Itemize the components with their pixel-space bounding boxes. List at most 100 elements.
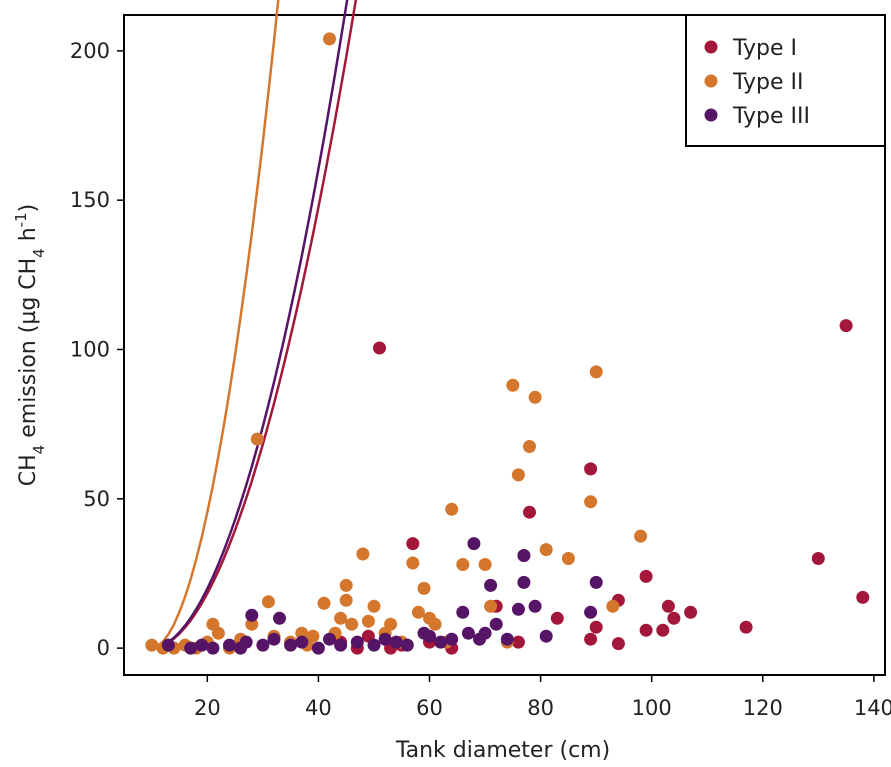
point-type-ii [561,552,575,565]
point-type-iii [445,632,459,646]
point-type-ii [356,547,370,561]
point-type-ii [511,468,525,482]
point-type-ii [334,611,348,625]
point-type-i [667,611,681,625]
point-type-ii [478,558,492,571]
point-type-iii [467,537,481,551]
point-type-ii [339,578,353,592]
y-tick-label: 100 [70,337,110,361]
x-tick-label: 100 [632,696,672,720]
point-type-i [589,620,603,634]
point-type-ii [339,593,353,607]
y-tick-label: 0 [97,636,110,660]
point-type-iii [528,599,542,613]
point-type-ii [417,581,431,595]
point-type-ii [606,599,620,613]
point-type-iii [378,632,392,646]
point-type-i [373,341,386,355]
y-axis: 0 50 100 150 200 [70,39,124,660]
x-axis-title: Tank diameter (cm) [395,738,610,763]
legend: Type I Type II Type III [685,14,886,147]
point-type-i [684,605,698,619]
trend-lines [151,0,358,650]
point-type-ii [306,629,320,643]
point-type-iii [206,641,220,655]
point-type-ii [295,626,309,640]
point-type-iii [511,602,525,616]
point-type-iii [223,638,236,652]
point-type-ii [250,432,264,446]
point-type-iii [539,629,553,643]
point-type-iii [461,626,475,640]
point-type-ii [634,529,648,543]
point-type-i [639,623,653,637]
point-type-iii [184,641,198,655]
point-type-iii [478,626,492,640]
x-tick-label: 20 [194,696,221,720]
point-type-iii [489,617,503,631]
legend-label-type-iii: Type III [732,104,810,129]
trend-line-type-ii [151,0,280,650]
point-type-ii [539,543,553,557]
point-type-ii [411,605,425,619]
point-type-iii [267,632,281,646]
legend-label-type-i: Type I [732,36,797,61]
point-type-i [839,319,853,333]
point-type-ii [261,595,275,609]
data-points [145,32,870,655]
point-type-iii [389,635,403,649]
point-type-ii [345,617,359,631]
x-tick-label: 80 [527,696,554,720]
point-type-ii [145,638,159,652]
point-type-iii [195,638,209,652]
point-type-iii [350,635,364,649]
point-type-i [661,599,675,613]
point-type-ii [323,32,336,46]
point-type-i [656,623,670,637]
point-type-ii [367,599,381,613]
point-type-iii [584,605,598,619]
point-type-iii [284,638,298,652]
legend-marker-type-ii [704,74,718,88]
point-type-ii [528,390,542,404]
point-type-i [523,505,536,519]
point-type-iii [273,611,286,625]
point-type-ii [361,614,375,628]
point-type-i [611,637,625,651]
plot-frame [123,14,886,676]
point-type-iii [423,629,436,643]
point-type-iii [517,549,531,562]
point-type-i [811,552,825,565]
point-type-i [639,569,653,583]
point-type-iii [484,578,498,592]
x-tick-label: 60 [416,696,443,720]
trend-line-type-iii [151,0,349,650]
point-type-iii [517,575,531,589]
point-type-iii [334,638,348,652]
legend-box [685,14,886,147]
x-tick-label: 140 [854,696,891,720]
point-type-ii [456,558,470,571]
legend-label-type-ii: Type II [732,70,804,95]
point-type-ii [406,556,420,570]
x-tick-label: 40 [305,696,332,720]
x-axis: 20 40 60 80 100 120 140 [194,675,891,720]
legend-marker-type-iii [704,108,718,122]
point-type-iii [161,638,175,652]
point-type-iii [295,635,309,649]
legend-marker-type-i [704,40,718,54]
point-type-iii [400,638,414,652]
point-type-iii [311,641,325,655]
point-type-iii [589,575,603,589]
point-type-ii [445,502,459,516]
point-type-iii [323,632,336,646]
point-type-iii [367,638,381,652]
point-type-i [739,620,753,634]
y-axis-title: CH4 emission (µg CH4 h-1) [12,204,48,486]
point-type-ii [317,596,331,610]
point-type-ii [428,617,442,631]
x-tick-label: 120 [743,696,783,720]
point-type-i [584,632,598,646]
point-type-i [550,611,564,625]
